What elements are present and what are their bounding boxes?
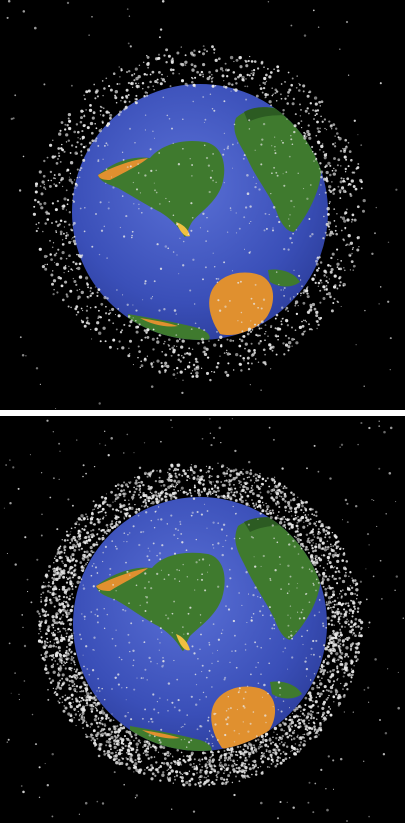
land-orange-strip	[140, 318, 178, 327]
land-desert-strip	[96, 568, 148, 591]
land-orange-strip	[142, 730, 180, 739]
earth-globe-dense-debris-image	[3, 418, 405, 822]
continent-europe-asia	[234, 107, 322, 232]
land-green-patch	[270, 681, 302, 699]
continent-africa	[211, 686, 276, 750]
land-desert-strip	[98, 158, 148, 180]
panel-separator	[0, 410, 405, 416]
land-green-patch	[268, 269, 300, 287]
earth-debris-panel-sparse	[0, 0, 405, 410]
land-yellow-patch	[176, 634, 190, 651]
continent-africa	[209, 272, 274, 336]
continents	[96, 517, 322, 751]
continent-europe-asia	[235, 517, 322, 640]
orbital-debris-field-sparse	[6, 0, 398, 410]
land-yellow-patch	[176, 222, 190, 237]
earth-globe-sparse-debris-image	[6, 0, 398, 410]
orbital-debris-field-dense	[3, 418, 405, 822]
earth-debris-panel-dense	[0, 416, 405, 823]
